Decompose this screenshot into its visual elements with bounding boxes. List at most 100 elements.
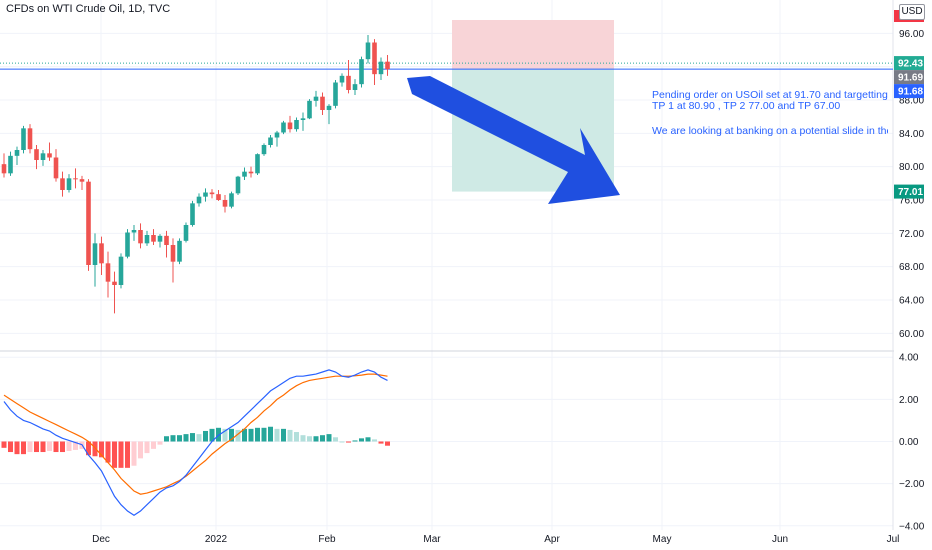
macd-histogram-bar xyxy=(294,432,299,442)
macd-histogram-bar xyxy=(170,435,176,442)
candle-body xyxy=(138,230,143,244)
macd-histogram-bar xyxy=(27,441,33,453)
macd-histogram-bar xyxy=(164,436,169,442)
macd-histogram-bar xyxy=(242,428,247,442)
time-tick-label: Jun xyxy=(772,534,788,545)
candle-body xyxy=(47,153,52,158)
currency-button[interactable]: USD xyxy=(899,4,925,20)
price-lines xyxy=(0,62,893,70)
macd-histogram-bar xyxy=(248,428,254,442)
candle-body xyxy=(229,193,234,207)
candle-body xyxy=(326,105,332,110)
annotation-line-1: Pending order on USOil set at 91.70 and … xyxy=(652,90,888,101)
macd-histogram-bar xyxy=(346,441,351,443)
candle-body xyxy=(8,155,13,174)
macd-pane xyxy=(1,369,390,517)
price-tick-label: 84.00 xyxy=(899,129,924,140)
price-tag xyxy=(894,84,924,99)
macd-histogram-bar xyxy=(385,441,390,446)
candle-body xyxy=(86,181,91,265)
macd-histogram-bar xyxy=(261,427,267,442)
candle-body xyxy=(274,132,280,138)
macd-tick-label: −4.00 xyxy=(899,521,925,532)
candle-body xyxy=(235,176,241,194)
macd-histogram-bar xyxy=(99,441,104,458)
macd-histogram-bar xyxy=(307,436,312,442)
candle-body xyxy=(60,178,65,190)
trade-annotation: Pending order on USOil set at 91.70 and … xyxy=(652,90,888,137)
candle-body xyxy=(378,61,384,75)
candle-body xyxy=(255,154,260,174)
candle-body xyxy=(268,137,273,145)
candle-body xyxy=(307,100,312,119)
annotation-line-4: We are looking at banking on a potential… xyxy=(652,125,888,137)
price-tag-label: 92.43 xyxy=(898,59,923,70)
candle-body xyxy=(53,157,59,179)
macd-tick-label: 4.00 xyxy=(899,353,919,364)
macd-histogram-bar xyxy=(365,437,371,442)
macd-histogram-bar xyxy=(34,441,39,453)
candle-body xyxy=(151,235,156,242)
macd-tick-label: −2.00 xyxy=(899,479,925,490)
macd-histogram-bar xyxy=(339,441,345,443)
macd-histogram-bar xyxy=(138,441,143,459)
macd-histogram-bar xyxy=(66,441,72,451)
candle-body xyxy=(105,263,111,282)
candle-body xyxy=(196,196,202,204)
price-tag xyxy=(894,56,924,71)
macd-histogram-bar xyxy=(196,434,202,442)
macd-histogram-bar xyxy=(268,426,273,442)
price-tick-label: 68.00 xyxy=(899,262,924,273)
time-tick-label: Apr xyxy=(544,534,560,545)
macd-histogram-bar xyxy=(281,428,286,442)
candle-body xyxy=(157,235,163,242)
macd-histogram-bar xyxy=(203,430,208,442)
candle-body xyxy=(125,232,130,257)
macd-histogram-bar xyxy=(183,434,189,442)
macd-histogram-bar xyxy=(313,436,319,442)
macd-histogram-bar xyxy=(359,438,364,442)
candle-body xyxy=(73,178,78,180)
candle-body xyxy=(216,194,221,200)
macd-histogram-bar xyxy=(53,441,59,453)
grid xyxy=(0,0,932,530)
forecast-arrow xyxy=(407,76,620,204)
candle-body xyxy=(1,164,7,174)
macd-histogram-bar xyxy=(86,441,91,456)
macd-histogram-bar xyxy=(105,441,111,463)
macd-histogram-bar xyxy=(177,435,182,442)
macd-histogram-bar xyxy=(14,441,20,455)
macd-histogram-bar xyxy=(1,441,7,448)
macd-histogram-bar xyxy=(21,441,26,455)
price-tick-label: 80.00 xyxy=(899,162,924,173)
candle-body xyxy=(339,75,345,83)
time-tick-label: Mar xyxy=(423,534,441,545)
candle-body xyxy=(183,225,189,241)
macd-histogram-bar xyxy=(144,441,150,454)
candlestick-series xyxy=(1,35,390,314)
candle-body xyxy=(203,192,208,197)
candle-body xyxy=(242,171,247,177)
candle-body xyxy=(287,122,293,130)
macd-line xyxy=(3,369,388,517)
candle-body xyxy=(359,59,364,85)
candle-body xyxy=(209,192,215,195)
macd-histogram-bar xyxy=(229,428,234,442)
time-tick-label: Feb xyxy=(318,534,336,545)
macd-histogram-bar xyxy=(209,428,215,442)
candle-body xyxy=(99,243,104,264)
candle-body xyxy=(14,150,20,156)
candle-body xyxy=(66,178,72,190)
price-tag xyxy=(894,70,924,85)
candle-body xyxy=(21,128,26,150)
time-tick-label: 2022 xyxy=(205,534,228,545)
macd-histogram-bar xyxy=(378,441,384,444)
macd-histogram-bar xyxy=(255,427,260,442)
candle-body xyxy=(313,96,319,101)
candle-body xyxy=(365,42,371,60)
candle-body xyxy=(385,61,390,70)
macd-histogram-bar xyxy=(131,441,137,466)
time-tick-label: Jul xyxy=(887,534,900,545)
candle-body xyxy=(222,200,228,207)
candle-body xyxy=(177,240,182,262)
